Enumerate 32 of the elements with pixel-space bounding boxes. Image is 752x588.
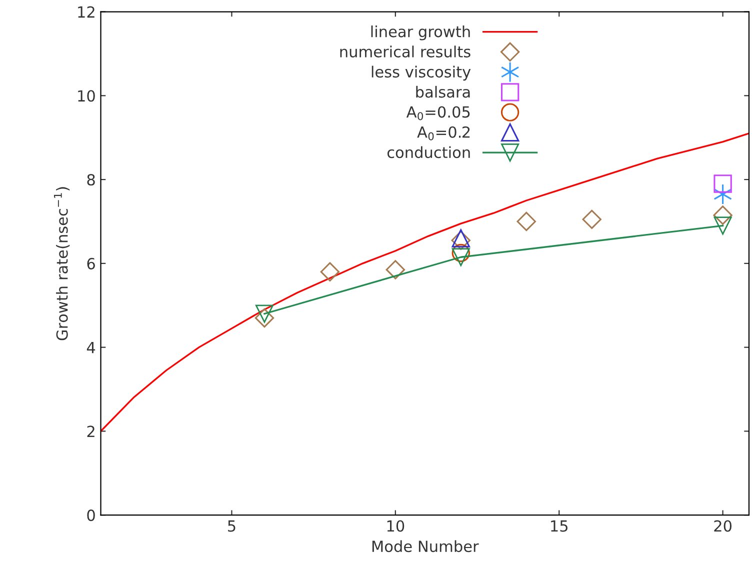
point xyxy=(516,212,536,232)
point xyxy=(714,174,732,193)
y-tick-label: 10 xyxy=(78,90,95,102)
legend-label: A$_{0}$=0.05 xyxy=(406,106,470,120)
point xyxy=(320,262,340,282)
y-tick-label: 0 xyxy=(87,510,95,522)
x-tick-label: 5 xyxy=(228,520,236,532)
legend-label: A$_{0}$=0.2 xyxy=(417,126,470,140)
legend-label: less viscosity xyxy=(372,66,471,81)
x-tick-label: 15 xyxy=(551,520,568,532)
point xyxy=(714,184,732,205)
y-axis-title: Growth rate(nsec$^{−1}$) xyxy=(54,187,70,340)
x-tick-label: 20 xyxy=(714,520,732,532)
point xyxy=(714,216,732,235)
x-tick-label: 10 xyxy=(387,520,404,532)
y-tick-label: 6 xyxy=(87,258,95,270)
legend-label: conduction xyxy=(387,146,470,158)
y-tick-label: 12 xyxy=(78,6,94,18)
point xyxy=(386,260,406,280)
point xyxy=(582,210,602,229)
legend-label: numerical results xyxy=(340,46,470,58)
point xyxy=(254,308,274,328)
y-tick-label: 8 xyxy=(87,174,95,186)
legend-label: balsara xyxy=(416,86,470,98)
y-tick-label: 4 xyxy=(86,342,96,354)
point xyxy=(713,206,732,225)
point xyxy=(452,248,470,266)
point xyxy=(452,244,470,262)
x-axis-title: Mode Number xyxy=(372,540,479,552)
y-tick-label: 2 xyxy=(87,426,94,438)
point xyxy=(255,304,274,323)
legend-label: linear growth xyxy=(371,26,470,40)
